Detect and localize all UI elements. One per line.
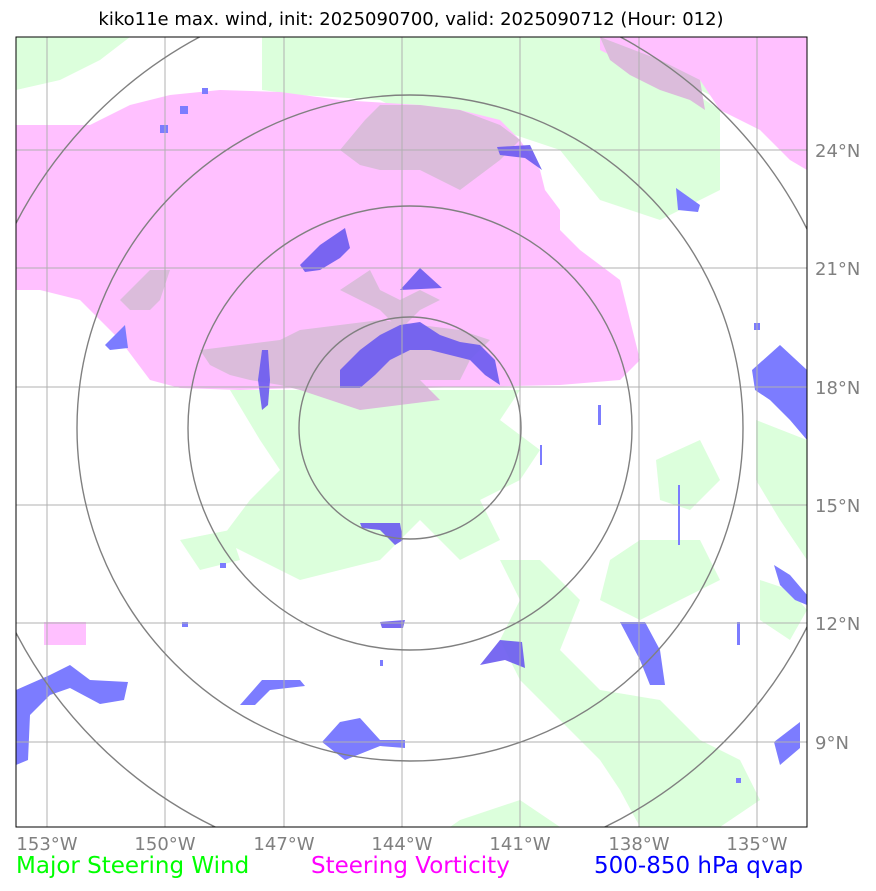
graticule bbox=[16, 37, 807, 827]
qvap-layer bbox=[258, 145, 542, 668]
map-title: kiko11e max. wind, init: 2025090700, val… bbox=[98, 9, 724, 30]
legend-qvap: 500-850 hPa qvap bbox=[594, 853, 804, 879]
qvap-layer-light bbox=[16, 88, 807, 783]
map-plot-area bbox=[16, 37, 807, 827]
lat-tick: 21°N bbox=[815, 259, 860, 280]
lat-tick-labels: 24°N 21°N 18°N 15°N 12°N 9°N bbox=[815, 141, 860, 754]
lon-tick-labels: 153°W 150°W 147°W 144°W 141°W 138°W 135°… bbox=[16, 834, 787, 855]
lon-tick: 150°W bbox=[134, 834, 195, 855]
lat-tick: 18°N bbox=[815, 378, 860, 399]
lon-tick: 153°W bbox=[16, 834, 77, 855]
lon-tick: 147°W bbox=[253, 834, 314, 855]
lon-tick: 141°W bbox=[489, 834, 550, 855]
legend-steering-vorticity: Steering Vorticity bbox=[311, 853, 510, 879]
legend-steering-wind: Major Steering Wind bbox=[16, 853, 250, 879]
lon-tick: 135°W bbox=[726, 834, 787, 855]
lat-tick: 24°N bbox=[815, 141, 860, 162]
lat-tick: 15°N bbox=[815, 496, 860, 517]
lon-tick: 138°W bbox=[608, 834, 669, 855]
lon-tick: 144°W bbox=[371, 834, 432, 855]
lat-tick: 12°N bbox=[815, 614, 860, 635]
plot-frame bbox=[15, 36, 808, 828]
lat-tick: 9°N bbox=[815, 733, 849, 754]
range-rings bbox=[16, 37, 807, 827]
